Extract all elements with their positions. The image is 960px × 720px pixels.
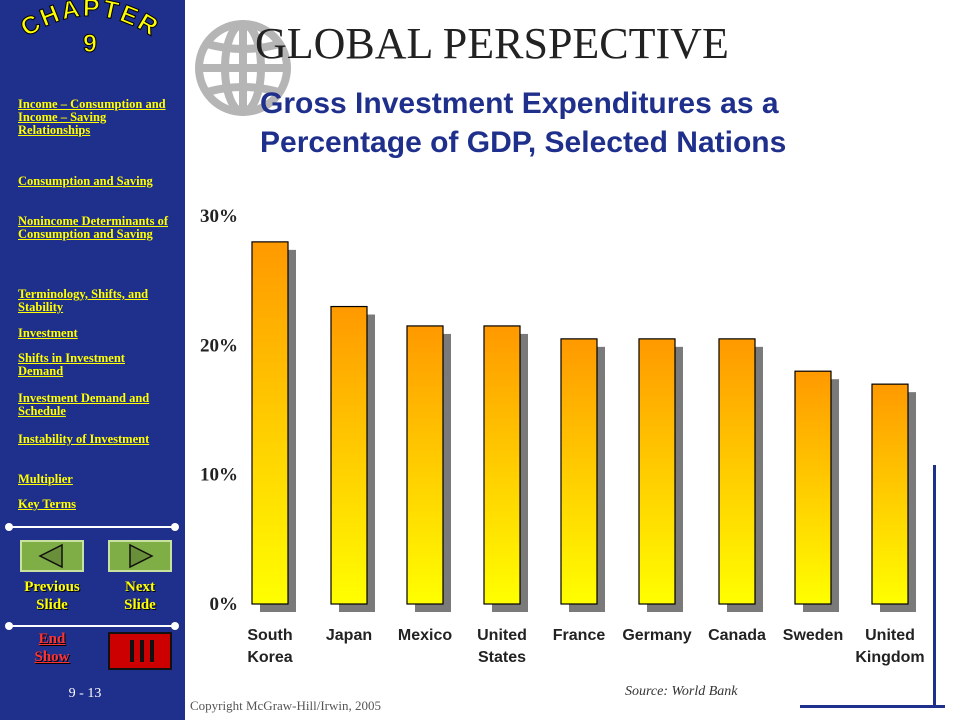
bar [330,305,368,605]
nav-link-terminology[interactable]: Terminology, Shifts, and Stability [18,287,149,314]
sidebar-divider [5,622,179,630]
frame-accent-bar [800,705,945,708]
nav-link-shifts-investment[interactable]: Shifts in Investment Demand [18,351,125,378]
next-slide-label[interactable]: Next Slide [124,579,156,613]
bar [251,241,289,605]
x-tick-label: South Korea [247,627,292,666]
bar [406,325,444,605]
y-tick-label: 20% [200,335,238,356]
source-note: Source: World Bank [625,684,738,699]
arrow-right-icon [129,543,154,569]
y-tick-label: 0% [210,594,239,615]
bar [560,338,598,605]
sidebar: CHAPTER 9 Income – Consumption and Incom… [0,0,185,720]
x-tick-label: Mexico [398,627,452,644]
x-tick-label: Japan [326,627,372,644]
x-tick-label: France [553,627,606,644]
end-show-label[interactable]: End Show [34,631,70,665]
globe-icon [195,20,291,116]
subtitle-line-1: Gross Investment Expenditures as a [260,87,779,120]
frame-accent-line [933,465,936,708]
nav-link-investment[interactable]: Investment [18,326,78,340]
x-tick-label: United States [477,627,527,666]
y-tick-label: 10% [200,465,238,486]
bar [794,370,832,605]
arrow-left-icon [38,543,63,569]
end-icon [130,640,154,662]
subtitle-line-2: Percentage of GDP, Selected Nations [260,126,787,159]
chart-subtitle: Gross Investment Expenditures as a Perce… [260,84,786,162]
previous-slide-button[interactable] [20,540,84,572]
bar [718,338,756,605]
nav-link-income-relationships[interactable]: Income – Consumption and Income – Saving… [18,97,166,137]
nav-link-nonincome-determinants[interactable]: Nonincome Determinants of Consumption an… [18,214,168,241]
nav-link-instability[interactable]: Instability of Investment [18,432,150,446]
nav-link-multiplier[interactable]: Multiplier [18,472,73,486]
nav-link-consumption-saving[interactable]: Consumption and Saving [18,174,153,188]
x-tick-label: Germany [622,627,691,644]
x-tick-label: United Kingdom [855,627,924,666]
nav-link-investment-schedule[interactable]: Investment Demand and Schedule [18,391,150,418]
page-number: 9 - 13 [68,686,102,701]
x-tick-label: Sweden [783,627,843,644]
chapter-number: 9 [83,30,97,58]
x-tick-label: Canada [708,627,766,644]
nav-link-key-terms[interactable]: Key Terms [18,497,76,511]
next-slide-button[interactable] [108,540,172,572]
chapter-badge: CHAPTER 9 [15,0,163,59]
bar [871,383,909,605]
y-tick-label: 30% [200,206,238,227]
previous-slide-label[interactable]: Previous Slide [24,579,80,613]
end-show-button[interactable] [108,632,172,670]
bar [483,325,521,605]
bar [638,338,676,605]
page-title: GLOBAL PERSPECTIVE [255,19,729,68]
copyright: Copyright McGraw-Hill/Irwin, 2005 [190,698,382,713]
sidebar-divider [5,523,179,531]
